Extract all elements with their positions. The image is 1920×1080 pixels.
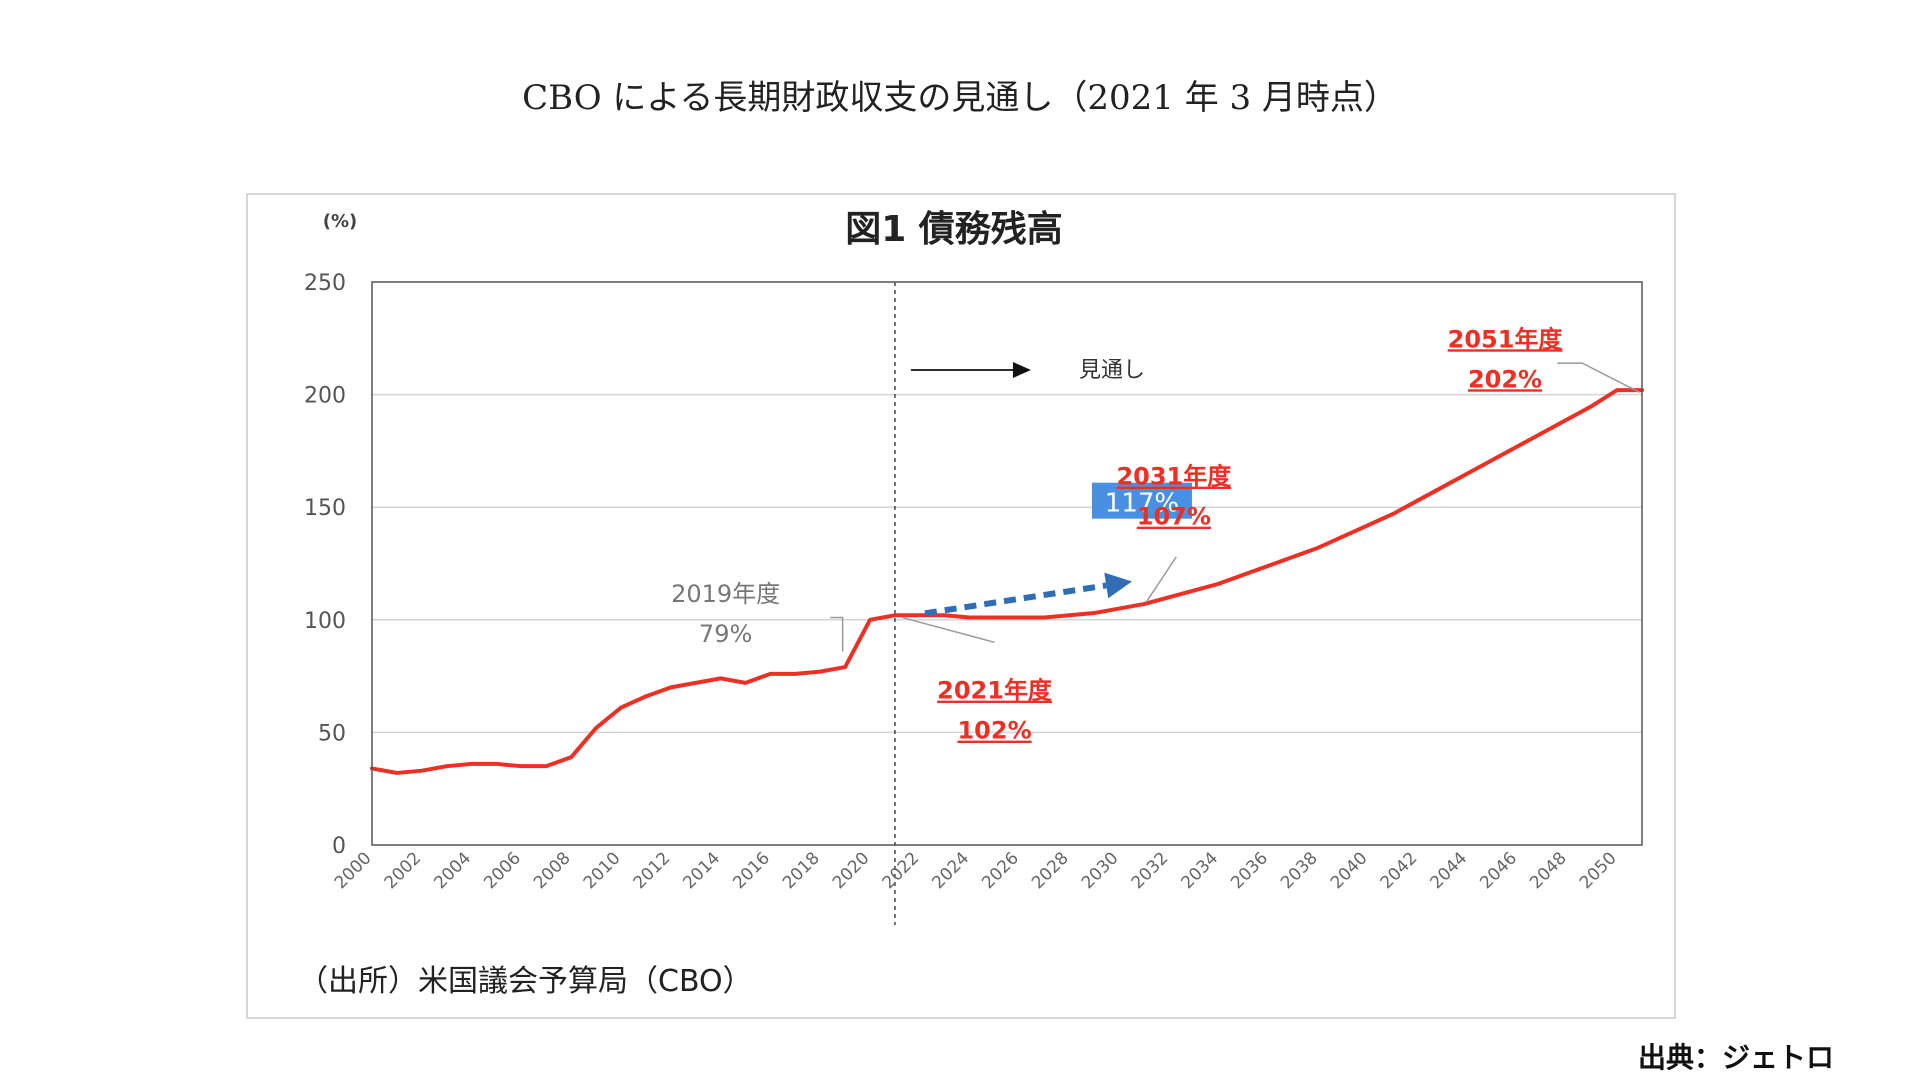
x-tick-label: 2028 [1028,848,1073,893]
annotation-layer: 117% 2019年度 79% 2021年度 102% 2031年度 107% 2051年度 2… [671,325,1640,745]
annotation-2019-line-0: 2019年度 [671,580,780,608]
x-tick-label: 2012 [630,848,675,893]
x-tick-label: 2022 [879,848,924,893]
x-tick-label: 2032 [1128,848,1173,893]
annotation-2021-line-0: 2021年度 [937,677,1053,705]
x-tick-label: 2020 [829,848,874,893]
y-tick-label: 250 [304,271,346,296]
x-tick-label: 2030 [1078,848,1123,893]
highlight-callout-box [1091,482,1192,519]
annotation-leader-2031 [1145,556,1177,603]
x-tick-label: 2016 [729,848,774,893]
x-tick-label: 2038 [1277,848,1322,893]
forecast-label: 見通し [1079,358,1145,383]
annotation-2051-line-1: 202% [1468,365,1542,393]
x-tick-label: 2004 [430,848,475,893]
x-tick-label: 2040 [1327,848,1372,893]
x-tick-label: 2046 [1476,848,1521,893]
page-title: CBO による長期財政収支の見通し（2021 年 3 月時点） [522,78,1398,118]
chart-source: （出所）米国議会予算局（CBO） [298,964,753,999]
annotation-2019-line-1: 79% [699,620,752,648]
x-tick-label: 2002 [381,848,426,893]
forecast-arrow-head [1012,362,1031,378]
x-tick-label: 2048 [1526,848,1571,893]
y-tick-label: 100 [304,609,346,634]
plot-border [371,281,1643,846]
highlight-callout-label: 117% [1105,489,1179,519]
annotation-leader-2019 [830,616,844,652]
highlight-arrow-head [1104,572,1132,599]
x-tick-label: 2014 [679,848,724,893]
annotation-2021-line-1: 102% [957,717,1031,745]
grid-layer [372,393,1642,734]
x-tick-label: 2050 [1576,848,1621,893]
debt-series-line [370,388,1644,775]
x-tick-label: 2006 [480,848,525,893]
x-tick-label: 2008 [530,848,575,893]
annotation-2031-line-1: 107% [1137,503,1211,531]
x-tick-label: 2026 [978,848,1023,893]
forecast-layer: 見通し [894,282,1145,925]
x-tick-label: 2010 [580,848,625,893]
chart-title: 図1 債務残高 [845,209,1063,250]
annotation-2031-line-0: 2031年度 [1116,463,1232,491]
x-tick-label: 2034 [1177,848,1222,893]
x-tick-label: 2018 [779,848,824,893]
annotation-leader-2051 [1557,362,1640,394]
x-tick-label: 2036 [1227,848,1272,893]
y-tick-label: 50 [318,721,346,746]
x-tick-label: 2042 [1377,848,1422,893]
highlight-arrow-shaft [924,582,1107,617]
x-tick-label: 2024 [928,848,973,893]
x-tick-label: 2044 [1426,848,1471,893]
y-tick-label: 150 [304,496,346,521]
y-tick-label: 0 [332,834,346,859]
annotation-leader-2021 [902,616,995,644]
y-axis-unit: (%) [323,211,358,232]
chart-frame: 見通し 0 50 100 150 200 250 2000 2002 2004 2006 2008 2… [246,193,1676,1019]
series-layer [370,388,1644,775]
source-credit: 出典：ジェトロ [1637,1041,1834,1074]
annotation-2051-line-0: 2051年度 [1448,325,1564,353]
y-tick-label: 200 [304,384,346,409]
